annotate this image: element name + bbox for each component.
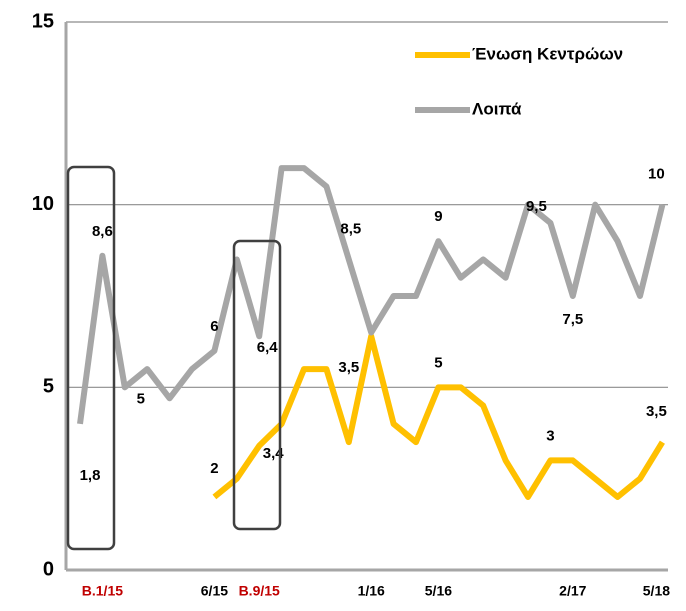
data-label: 9,5 — [526, 198, 547, 215]
legend-label: Λοιπά — [472, 99, 522, 118]
series-line — [212, 333, 665, 500]
x-tick-label: 6/15 — [201, 583, 228, 599]
annotation: 1,8 — [80, 467, 101, 484]
x-tick-label: 1/16 — [358, 583, 385, 599]
data-label: 6 — [210, 318, 218, 335]
x-tick-label: 5/16 — [425, 583, 452, 599]
data-label: 6,4 — [257, 339, 279, 356]
highlight-box — [232, 239, 282, 531]
y-tick-label: 0 — [43, 558, 54, 580]
data-label: 8,5 — [340, 220, 361, 237]
legend-label: Ένωση Κεντρώων — [472, 44, 623, 63]
data-label: 9 — [434, 208, 442, 225]
y-tick-label: 15 — [32, 10, 54, 32]
data-label: 5 — [137, 390, 145, 407]
y-tick-label: 5 — [43, 376, 54, 398]
series-line — [77, 165, 666, 425]
data-label: 3,5 — [646, 403, 667, 420]
x-tick-label: 2/17 — [559, 583, 586, 599]
data-label: 7,5 — [562, 311, 583, 328]
data-label: 3,5 — [338, 359, 359, 376]
data-label: 3 — [546, 427, 554, 444]
data-label: 10 — [648, 166, 665, 183]
plot: 0 5 10 15 B.1/15 6/15 B.9/15 1/16 5/16 2/17 5/18 2 3… — [32, 10, 670, 598]
y-tick-label: 10 — [32, 193, 54, 215]
data-label: 5 — [434, 354, 442, 371]
x-tick-label: 5/18 — [643, 583, 670, 599]
x-tick-label: B.9/15 — [239, 583, 280, 599]
x-tick-label: B.1/15 — [82, 583, 123, 599]
data-label: 8,6 — [92, 223, 113, 240]
highlight-box — [66, 165, 116, 551]
data-label: 2 — [210, 460, 218, 477]
